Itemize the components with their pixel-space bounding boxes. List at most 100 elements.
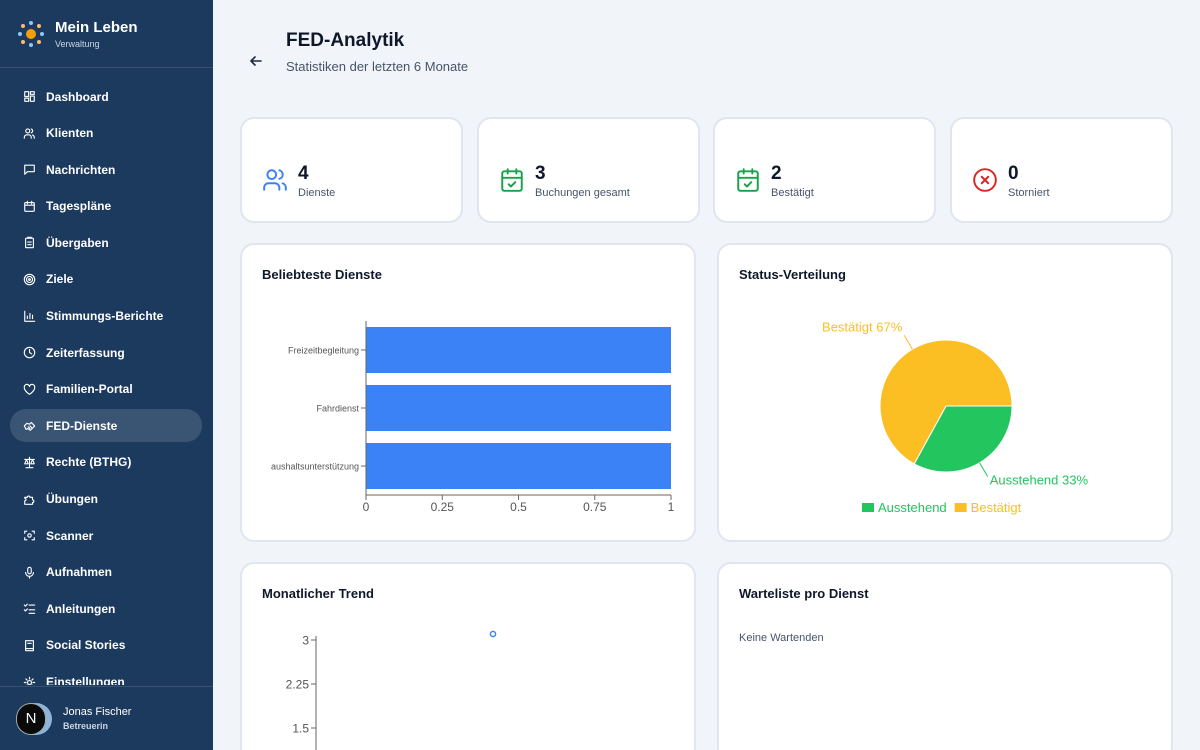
user-profile[interactable]: N Jonas Fischer Betreuerin xyxy=(0,686,213,750)
y-tick-label: 3 xyxy=(302,634,309,648)
page-title: FED-Analytik xyxy=(286,30,405,51)
sidebar-item-label: Dashboard xyxy=(46,89,109,104)
app-subtitle: Verwaltung xyxy=(55,38,100,49)
legend-label: Ausstehend xyxy=(878,500,947,515)
sidebar-item-einstellungen[interactable]: Einstellungen xyxy=(10,666,202,685)
y-tick-label: 2.25 xyxy=(286,678,310,692)
users-icon xyxy=(23,127,35,139)
sidebar-item-klienten[interactable]: Klienten xyxy=(10,117,202,150)
calendar-check-icon xyxy=(737,168,759,192)
sidebar-item-label: Rechte (BTHG) xyxy=(46,455,132,470)
brand[interactable]: Mein Leben Verwaltung xyxy=(0,0,213,68)
stat-label: Dienste xyxy=(298,187,336,199)
stat-card-confirmed: 2 Bestätigt xyxy=(713,117,936,223)
microphone-icon xyxy=(25,566,34,579)
bar xyxy=(366,443,671,489)
sidebar-item-übergaben[interactable]: Übergaben xyxy=(10,226,202,259)
sidebar-item-social-stories[interactable]: Social Stories xyxy=(10,629,202,662)
avatar-initial: N xyxy=(16,702,46,735)
sidebar-item-label: Zeiterfassung xyxy=(46,345,125,360)
target-icon xyxy=(23,273,36,286)
stat-label: Buchungen gesamt xyxy=(535,187,630,199)
sidebar-item-anleitungen[interactable]: Anleitungen xyxy=(10,592,202,625)
scale-icon xyxy=(24,456,35,469)
app-title: Mein Leben xyxy=(55,18,138,36)
y-tick-label: aushaltsunterstützung xyxy=(271,462,359,472)
y-tick-label: 1.5 xyxy=(292,722,309,736)
x-tick-label: 0.75 xyxy=(583,500,607,514)
sidebar-item-zeiterfassung[interactable]: Zeiterfassung xyxy=(10,336,202,369)
popular-services-card: Beliebteste Dienste Freizeitbegleitung Fa… xyxy=(240,243,696,542)
sidebar-item-label: Stimmungs-Berichte xyxy=(46,309,164,324)
sidebar-item-rechte-bthg[interactable]: Rechte (BTHG) xyxy=(10,446,202,479)
waitlist-empty-text: Keine Wartenden xyxy=(739,632,824,644)
sidebar-item-tagespläne[interactable]: Tagespläne xyxy=(10,190,202,223)
sidebar-item-stimmungs-berichte[interactable]: Stimmungs-Berichte xyxy=(10,300,202,333)
sidebar-item-label: Scanner xyxy=(46,528,94,543)
clipboard-icon xyxy=(25,237,34,249)
sidebar-item-fed-dienste[interactable]: FED-Dienste xyxy=(10,409,202,443)
message-icon xyxy=(24,164,35,176)
users-icon xyxy=(263,169,287,191)
sidebar-item-label: Übungen xyxy=(46,492,98,507)
pie-label: Ausstehend 33% xyxy=(990,473,1089,488)
waitlist-card: Warteliste pro Dienst Keine Wartenden xyxy=(717,562,1173,750)
sidebar-item-scanner[interactable]: Scanner xyxy=(10,519,202,552)
avatar[interactable]: N xyxy=(16,702,52,735)
card-title: Beliebteste Dienste xyxy=(262,267,382,282)
sidebar-item-label: Einstellungen xyxy=(46,675,125,685)
sidebar-item-nachrichten[interactable]: Nachrichten xyxy=(10,153,202,186)
back-arrow-icon[interactable] xyxy=(249,54,263,68)
sidebar-item-label: Übergaben xyxy=(46,235,109,250)
sidebar-item-label: Anleitungen xyxy=(46,601,116,616)
stat-value: 0 xyxy=(1008,163,1019,184)
x-tick-label: 1 xyxy=(668,500,675,514)
stat-label: Storniert xyxy=(1008,187,1050,199)
x-circle-icon xyxy=(973,168,997,192)
bar xyxy=(366,327,671,373)
sidebar: Mein Leben Verwaltung Dashboard Klienten N… xyxy=(0,0,213,750)
sidebar-item-label: Social Stories xyxy=(46,638,126,653)
sidebar-item-dashboard[interactable]: Dashboard xyxy=(10,80,202,113)
sidebar-item-label: Familien-Portal xyxy=(46,382,133,397)
handshake-icon xyxy=(23,422,36,432)
stat-value: 2 xyxy=(771,163,782,184)
list-checks-icon xyxy=(23,603,36,615)
user-role: Betreuerin xyxy=(63,721,109,731)
calendar-check-icon xyxy=(501,168,523,192)
sidebar-item-label: Tagespläne xyxy=(46,199,112,214)
sidebar-item-übungen[interactable]: Übungen xyxy=(10,483,202,516)
pie-label-line xyxy=(979,462,989,477)
dashboard-icon xyxy=(24,91,35,102)
status-distribution-card: Status-Verteilung Ausstehend 33% Bestätig… xyxy=(717,243,1173,542)
stat-card-bookings: 3 Buchungen gesamt xyxy=(477,117,700,223)
popular-services-bar-chart: Freizeitbegleitung Fahrdienst aushaltsunte… xyxy=(271,321,675,514)
heart-icon xyxy=(23,383,36,395)
sidebar-item-label: FED-Dienste xyxy=(46,418,118,433)
legend-swatch xyxy=(954,503,967,512)
gear-icon xyxy=(23,676,36,685)
sun-logo-icon xyxy=(18,20,44,47)
user-name: Jonas Fischer xyxy=(63,706,132,718)
data-point xyxy=(489,630,497,638)
card-title: Warteliste pro Dienst xyxy=(739,586,869,601)
status-pie-chart: Ausstehend 33% Bestätigt 67% Ausstehend Bes… xyxy=(822,319,1089,515)
clock-icon xyxy=(23,346,36,359)
sidebar-item-label: Ziele xyxy=(46,272,74,287)
sidebar-item-aufnahmen[interactable]: Aufnahmen xyxy=(10,556,202,589)
book-icon xyxy=(25,640,34,652)
calendar-icon xyxy=(24,200,35,212)
card-title: Monatlicher Trend xyxy=(262,586,374,601)
stat-value: 3 xyxy=(535,163,546,184)
scan-icon xyxy=(24,530,35,541)
puzzle-icon xyxy=(24,495,35,505)
stat-label: Bestätigt xyxy=(771,187,814,199)
sidebar-item-ziele[interactable]: Ziele xyxy=(10,263,202,296)
sidebar-item-familien-portal[interactable]: Familien-Portal xyxy=(10,373,202,406)
legend-label: Bestätigt xyxy=(971,500,1022,515)
y-tick-label: Fahrdienst xyxy=(316,404,359,414)
card-title: Status-Verteilung xyxy=(739,267,846,282)
page-subtitle: Statistiken der letzten 6 Monate xyxy=(286,59,469,74)
sidebar-item-label: Nachrichten xyxy=(46,162,116,177)
legend-swatch xyxy=(862,503,874,512)
